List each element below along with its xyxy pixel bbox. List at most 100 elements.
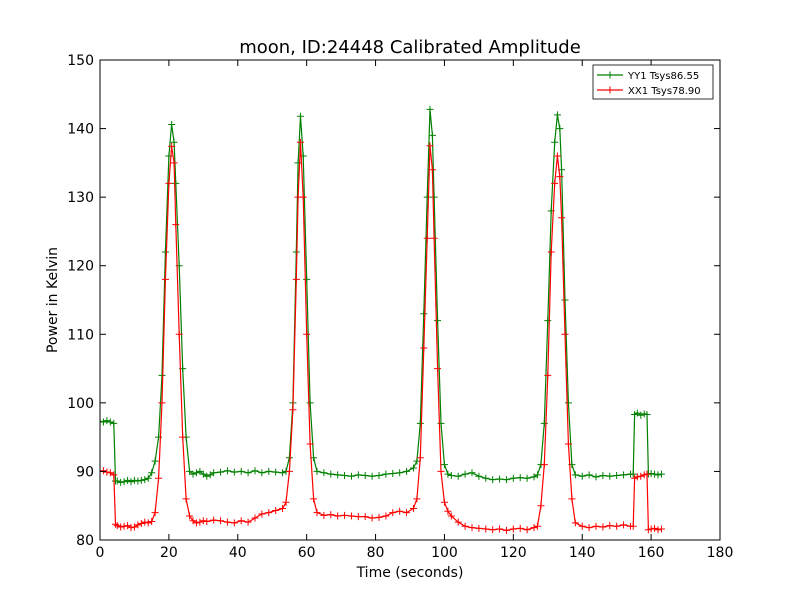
data-point [613, 472, 621, 480]
data-point [629, 470, 637, 478]
data-point [265, 467, 273, 475]
data-point [599, 472, 607, 480]
data-point [182, 495, 190, 503]
data-point [657, 525, 665, 533]
data-point [110, 419, 118, 427]
data-point [633, 473, 641, 481]
data-point [230, 468, 238, 476]
data-point [244, 518, 252, 526]
data-point [454, 518, 462, 526]
data-point [117, 523, 125, 531]
data-point [292, 275, 300, 283]
data-point [144, 519, 152, 527]
data-point [272, 468, 280, 476]
y-tick-label: 100 [67, 396, 94, 412]
data-point [303, 330, 311, 338]
data-point [285, 467, 293, 475]
data-point [482, 474, 490, 482]
data-point [251, 514, 259, 522]
data-point [170, 159, 178, 167]
data-point [110, 471, 118, 479]
data-point [544, 317, 552, 325]
data-point [113, 522, 121, 530]
data-point [210, 516, 218, 524]
data-point [647, 525, 655, 533]
data-point [547, 248, 555, 256]
data-point [237, 517, 245, 525]
data-point [217, 468, 225, 476]
data-point [530, 524, 538, 532]
data-point [313, 509, 321, 517]
data-point [430, 193, 438, 201]
data-point [413, 457, 421, 465]
data-point [468, 469, 476, 477]
data-point [313, 467, 321, 475]
data-point [389, 469, 397, 477]
data-point [179, 433, 187, 441]
data-point [578, 522, 586, 530]
x-tick-label: 20 [160, 545, 178, 561]
data-point [502, 476, 510, 484]
data-point [341, 472, 349, 480]
data-point [210, 469, 218, 477]
data-point [578, 472, 586, 480]
legend-box [592, 64, 714, 100]
data-point [151, 457, 159, 465]
data-point [651, 524, 659, 532]
legend-entry: XX1 Tsys78.90 [628, 86, 701, 97]
data-point [168, 120, 176, 128]
data-point [540, 419, 548, 427]
data-point [551, 138, 559, 146]
data-point [189, 470, 197, 478]
data-point [637, 472, 645, 480]
legend-entry: YY1 Tsys86.55 [627, 71, 699, 82]
data-point [561, 330, 569, 338]
data-point [561, 296, 569, 304]
data-point [382, 512, 390, 520]
data-point [158, 371, 166, 379]
series-layer [100, 105, 665, 534]
data-point [103, 417, 111, 425]
data-point [544, 371, 552, 379]
data-point [289, 406, 297, 414]
data-point [651, 470, 659, 478]
legend-marker [606, 86, 614, 94]
data-point [223, 467, 231, 475]
data-point [299, 193, 307, 201]
x-tick-label: 60 [298, 545, 316, 561]
data-point [585, 471, 593, 479]
data-point [409, 464, 417, 472]
data-point [475, 524, 483, 532]
data-point [523, 474, 531, 482]
data-point [440, 498, 448, 506]
series-line [100, 142, 662, 532]
data-point [426, 142, 434, 150]
data-point [382, 470, 390, 478]
data-point [113, 477, 121, 485]
data-point [592, 473, 600, 481]
data-point [571, 519, 579, 527]
data-point [186, 512, 194, 520]
data-point [368, 472, 376, 480]
data-point [361, 472, 369, 480]
data-point [420, 310, 428, 318]
data-point [416, 454, 424, 462]
data-point [454, 472, 462, 480]
data-point [502, 526, 510, 534]
data-point [170, 138, 178, 146]
data-point [375, 472, 383, 480]
data-point [265, 509, 273, 517]
y-tick-label: 110 [67, 327, 94, 343]
data-point [192, 469, 200, 477]
data-point [134, 521, 142, 529]
data-point [396, 507, 404, 515]
x-axis: 0 20 40 60 80 100 120 140 160 180 [96, 60, 733, 561]
data-point [553, 152, 561, 160]
data-point [141, 518, 149, 526]
data-point [251, 467, 259, 475]
y-tick-label: 130 [67, 190, 94, 206]
data-point [437, 467, 445, 475]
data-point [434, 317, 442, 325]
data-point [568, 495, 576, 503]
